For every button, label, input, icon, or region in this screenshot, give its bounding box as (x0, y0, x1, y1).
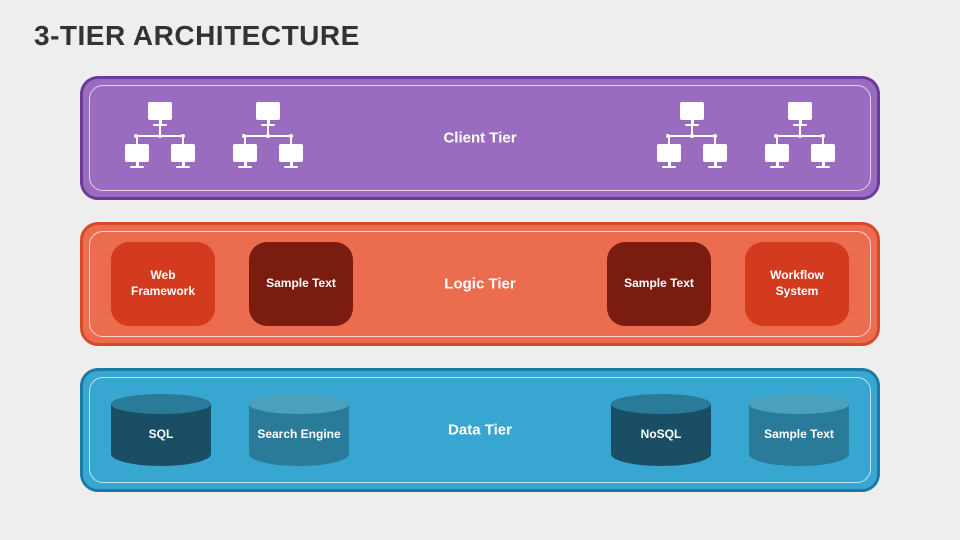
client-cluster-group-left (121, 102, 307, 174)
network-cluster-icon (761, 102, 839, 174)
logic-group-left: Web Framework Sample Text (111, 242, 353, 326)
data-group-right: NoSQL Sample Text (611, 394, 849, 466)
network-cluster-icon (121, 102, 199, 174)
data-tier: SQL Search Engine NoSQL Sample Text Data T… (80, 368, 880, 492)
client-tier-label: Client Tier (443, 130, 516, 147)
client-tier: Client Tier (80, 76, 880, 200)
page-title: 3-TIER ARCHITECTURE (0, 0, 960, 52)
database-cylinder-icon: SQL (111, 394, 211, 466)
tiers-container: Client Tier Web Framework Sample Text Sam… (0, 52, 960, 492)
data-tier-label: Data Tier (448, 422, 512, 439)
database-cylinder-icon: NoSQL (611, 394, 711, 466)
data-group-left: SQL Search Engine (111, 394, 349, 466)
logic-box: Sample Text (249, 242, 353, 326)
logic-group-right: Sample Text Workflow System (607, 242, 849, 326)
logic-box: Sample Text (607, 242, 711, 326)
database-cylinder-icon: Sample Text (749, 394, 849, 466)
client-cluster-group-right (653, 102, 839, 174)
logic-tier-label: Logic Tier (444, 276, 515, 293)
network-cluster-icon (229, 102, 307, 174)
database-cylinder-icon: Search Engine (249, 394, 349, 466)
logic-box: Workflow System (745, 242, 849, 326)
logic-tier: Web Framework Sample Text Sample Text Work… (80, 222, 880, 346)
logic-box: Web Framework (111, 242, 215, 326)
network-cluster-icon (653, 102, 731, 174)
